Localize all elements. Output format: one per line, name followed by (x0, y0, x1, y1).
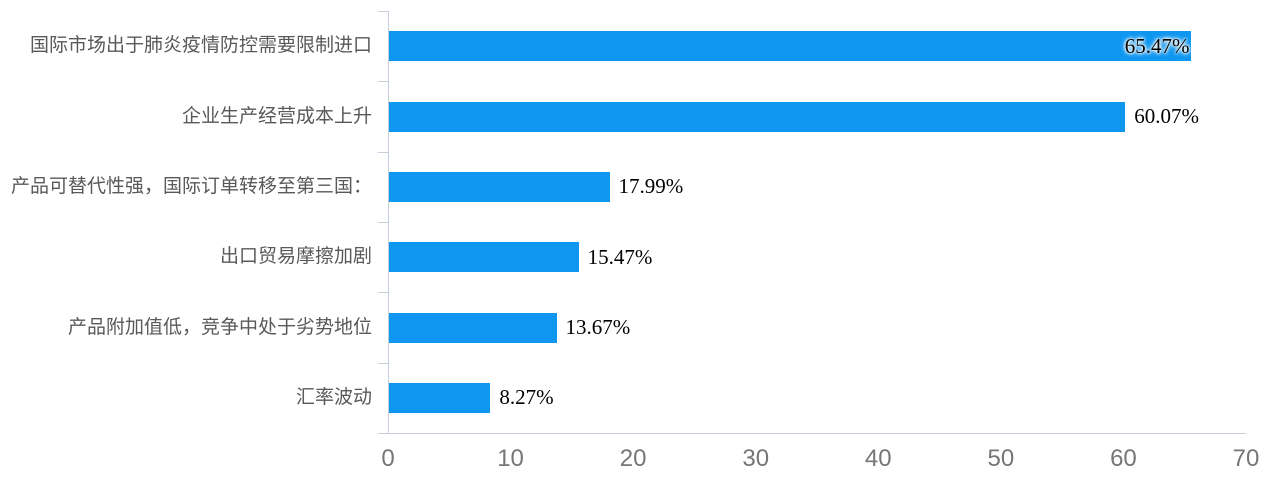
value-label: 65.47% (1124, 33, 1190, 58)
value-label: 60.07% (1134, 104, 1200, 128)
x-axis-tick-label: 40 (864, 445, 892, 472)
x-axis-tick-label: 60 (1110, 445, 1137, 472)
bar (389, 312, 557, 343)
category-label: 国际市场出于肺炎疫情防控需要限制进口 (29, 35, 372, 57)
bar (389, 382, 491, 413)
category-label: 企业生产经营成本上升 (181, 105, 372, 127)
x-axis-tick-label: 20 (619, 445, 647, 472)
x-axis-tick-label: 0 (381, 445, 395, 472)
y-axis-tick (378, 81, 388, 82)
bar (389, 31, 1192, 62)
category-label: 汇率波动 (295, 386, 372, 408)
bar (389, 242, 579, 273)
y-axis-tick (378, 11, 388, 12)
x-axis-line (378, 433, 1246, 434)
category-label: 出口贸易摩擦加剧 (219, 246, 372, 268)
y-axis-tick (378, 363, 388, 364)
value-label: 8.27% (499, 385, 554, 410)
value-label: 15.47% (587, 244, 653, 269)
x-axis-tick-label: 50 (987, 445, 1015, 472)
value-label: 13.67% (565, 315, 631, 339)
y-axis-tick (378, 433, 388, 434)
y-axis-tick (378, 152, 388, 153)
y-axis-tick (378, 292, 388, 293)
bar (389, 101, 1126, 132)
category-label: 产品附加值低，竞争中处于劣势地位 (67, 316, 372, 338)
bar (389, 171, 610, 202)
y-axis-line (388, 11, 389, 433)
y-axis-tick (378, 222, 388, 223)
category-label: 产品可替代性强，国际订单转移至第三国： (10, 175, 372, 197)
x-axis-tick-label: 10 (497, 445, 524, 472)
x-axis-tick-label: 30 (742, 445, 770, 472)
value-label: 17.99% (618, 174, 684, 199)
x-axis-tick-label: 70 (1232, 445, 1260, 472)
